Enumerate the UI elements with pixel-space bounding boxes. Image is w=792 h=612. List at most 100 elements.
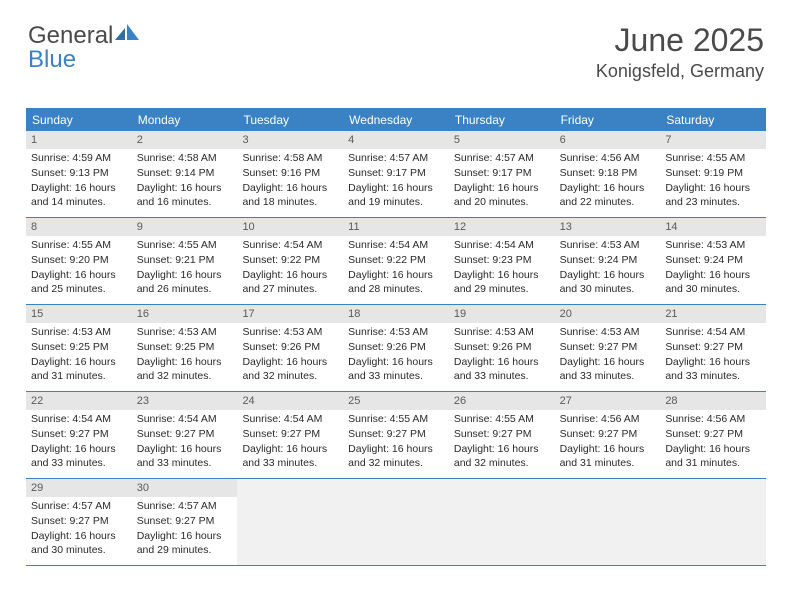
day-details: Sunrise: 4:53 AMSunset: 9:26 PMDaylight:…: [449, 323, 555, 389]
calendar-cell: 14Sunrise: 4:53 AMSunset: 9:24 PMDayligh…: [660, 218, 766, 304]
day-number: 14: [660, 218, 766, 236]
calendar-cell: 5Sunrise: 4:57 AMSunset: 9:17 PMDaylight…: [449, 131, 555, 217]
day-details: Sunrise: 4:56 AMSunset: 9:18 PMDaylight:…: [555, 149, 661, 215]
calendar-cell: 21Sunrise: 4:54 AMSunset: 9:27 PMDayligh…: [660, 305, 766, 391]
day-sunset: Sunset: 9:23 PM: [454, 254, 550, 268]
day-day1: Daylight: 16 hours: [665, 269, 761, 283]
day-sunset: Sunset: 9:22 PM: [242, 254, 338, 268]
day-number: 1: [26, 131, 132, 149]
day-day1: Daylight: 16 hours: [560, 182, 656, 196]
page-title: June 2025: [596, 22, 764, 59]
day-day2: and 32 minutes.: [454, 457, 550, 471]
day-number: 6: [555, 131, 661, 149]
calendar-weeks: 1Sunrise: 4:59 AMSunset: 9:13 PMDaylight…: [26, 131, 766, 566]
day-number: 4: [343, 131, 449, 149]
day-day2: and 30 minutes.: [31, 544, 127, 558]
calendar-week: 8Sunrise: 4:55 AMSunset: 9:20 PMDaylight…: [26, 218, 766, 305]
day-day1: Daylight: 16 hours: [31, 269, 127, 283]
calendar-cell: 25Sunrise: 4:55 AMSunset: 9:27 PMDayligh…: [343, 392, 449, 478]
day-day1: Daylight: 16 hours: [560, 443, 656, 457]
day-details: Sunrise: 4:54 AMSunset: 9:22 PMDaylight:…: [237, 236, 343, 302]
day-details: Sunrise: 4:55 AMSunset: 9:20 PMDaylight:…: [26, 236, 132, 302]
day-sunset: Sunset: 9:27 PM: [560, 428, 656, 442]
day-day1: Daylight: 16 hours: [242, 356, 338, 370]
day-number: 30: [132, 479, 238, 497]
calendar-cell: 2Sunrise: 4:58 AMSunset: 9:14 PMDaylight…: [132, 131, 238, 217]
day-sunset: Sunset: 9:27 PM: [31, 428, 127, 442]
day-number: 20: [555, 305, 661, 323]
weekday-tuesday: Tuesday: [237, 108, 343, 131]
day-number: 11: [343, 218, 449, 236]
calendar-week: 29Sunrise: 4:57 AMSunset: 9:27 PMDayligh…: [26, 479, 766, 566]
day-day2: and 22 minutes.: [560, 196, 656, 210]
day-sunrise: Sunrise: 4:53 AM: [560, 239, 656, 253]
logo-word2: Blue: [28, 46, 76, 74]
day-day1: Daylight: 16 hours: [31, 182, 127, 196]
calendar-week: 1Sunrise: 4:59 AMSunset: 9:13 PMDaylight…: [26, 131, 766, 218]
day-day2: and 33 minutes.: [348, 370, 444, 384]
day-day1: Daylight: 16 hours: [137, 530, 233, 544]
day-details: Sunrise: 4:53 AMSunset: 9:24 PMDaylight:…: [660, 236, 766, 302]
weekday-saturday: Saturday: [660, 108, 766, 131]
day-day1: Daylight: 16 hours: [348, 269, 444, 283]
day-details: Sunrise: 4:57 AMSunset: 9:17 PMDaylight:…: [449, 149, 555, 215]
calendar-cell: [343, 479, 449, 565]
day-day1: Daylight: 16 hours: [665, 443, 761, 457]
day-sunrise: Sunrise: 4:58 AM: [137, 152, 233, 166]
day-details: Sunrise: 4:53 AMSunset: 9:27 PMDaylight:…: [555, 323, 661, 389]
day-sunset: Sunset: 9:19 PM: [665, 167, 761, 181]
day-sunrise: Sunrise: 4:54 AM: [242, 239, 338, 253]
day-day2: and 18 minutes.: [242, 196, 338, 210]
day-day1: Daylight: 16 hours: [137, 269, 233, 283]
day-day1: Daylight: 16 hours: [665, 182, 761, 196]
day-details: Sunrise: 4:55 AMSunset: 9:27 PMDaylight:…: [343, 410, 449, 476]
day-day2: and 33 minutes.: [242, 457, 338, 471]
day-sunrise: Sunrise: 4:56 AM: [665, 413, 761, 427]
day-sunrise: Sunrise: 4:54 AM: [137, 413, 233, 427]
calendar-cell: [660, 479, 766, 565]
day-sunset: Sunset: 9:27 PM: [665, 341, 761, 355]
day-day1: Daylight: 16 hours: [31, 530, 127, 544]
day-number: 29: [26, 479, 132, 497]
day-sunset: Sunset: 9:27 PM: [242, 428, 338, 442]
day-number: 23: [132, 392, 238, 410]
day-day1: Daylight: 16 hours: [454, 443, 550, 457]
day-details: Sunrise: 4:57 AMSunset: 9:17 PMDaylight:…: [343, 149, 449, 215]
day-day1: Daylight: 16 hours: [31, 356, 127, 370]
day-details: Sunrise: 4:53 AMSunset: 9:24 PMDaylight:…: [555, 236, 661, 302]
day-sunrise: Sunrise: 4:57 AM: [137, 500, 233, 514]
day-details: Sunrise: 4:57 AMSunset: 9:27 PMDaylight:…: [132, 497, 238, 563]
day-day2: and 31 minutes.: [560, 457, 656, 471]
calendar-cell: 15Sunrise: 4:53 AMSunset: 9:25 PMDayligh…: [26, 305, 132, 391]
day-sunrise: Sunrise: 4:53 AM: [348, 326, 444, 340]
day-number: 15: [26, 305, 132, 323]
day-day2: and 25 minutes.: [31, 283, 127, 297]
day-sunrise: Sunrise: 4:56 AM: [560, 413, 656, 427]
day-sunrise: Sunrise: 4:53 AM: [242, 326, 338, 340]
day-day2: and 14 minutes.: [31, 196, 127, 210]
day-number: 16: [132, 305, 238, 323]
day-day1: Daylight: 16 hours: [454, 356, 550, 370]
day-sunrise: Sunrise: 4:55 AM: [348, 413, 444, 427]
day-sunrise: Sunrise: 4:55 AM: [665, 152, 761, 166]
day-sunset: Sunset: 9:24 PM: [665, 254, 761, 268]
calendar-cell: 29Sunrise: 4:57 AMSunset: 9:27 PMDayligh…: [26, 479, 132, 565]
day-sunset: Sunset: 9:17 PM: [454, 167, 550, 181]
day-sunset: Sunset: 9:27 PM: [560, 341, 656, 355]
day-sunset: Sunset: 9:24 PM: [560, 254, 656, 268]
day-sunset: Sunset: 9:17 PM: [348, 167, 444, 181]
weekday-header-row: Sunday Monday Tuesday Wednesday Thursday…: [26, 108, 766, 131]
day-day1: Daylight: 16 hours: [560, 269, 656, 283]
day-details: Sunrise: 4:53 AMSunset: 9:26 PMDaylight:…: [237, 323, 343, 389]
day-day1: Daylight: 16 hours: [31, 443, 127, 457]
day-sunset: Sunset: 9:27 PM: [665, 428, 761, 442]
day-details: Sunrise: 4:53 AMSunset: 9:25 PMDaylight:…: [132, 323, 238, 389]
day-sunrise: Sunrise: 4:53 AM: [137, 326, 233, 340]
calendar-cell: 6Sunrise: 4:56 AMSunset: 9:18 PMDaylight…: [555, 131, 661, 217]
day-sunset: Sunset: 9:27 PM: [137, 515, 233, 529]
day-day2: and 29 minutes.: [137, 544, 233, 558]
day-day2: and 28 minutes.: [348, 283, 444, 297]
calendar-cell: 22Sunrise: 4:54 AMSunset: 9:27 PMDayligh…: [26, 392, 132, 478]
day-sunrise: Sunrise: 4:53 AM: [665, 239, 761, 253]
weekday-sunday: Sunday: [26, 108, 132, 131]
